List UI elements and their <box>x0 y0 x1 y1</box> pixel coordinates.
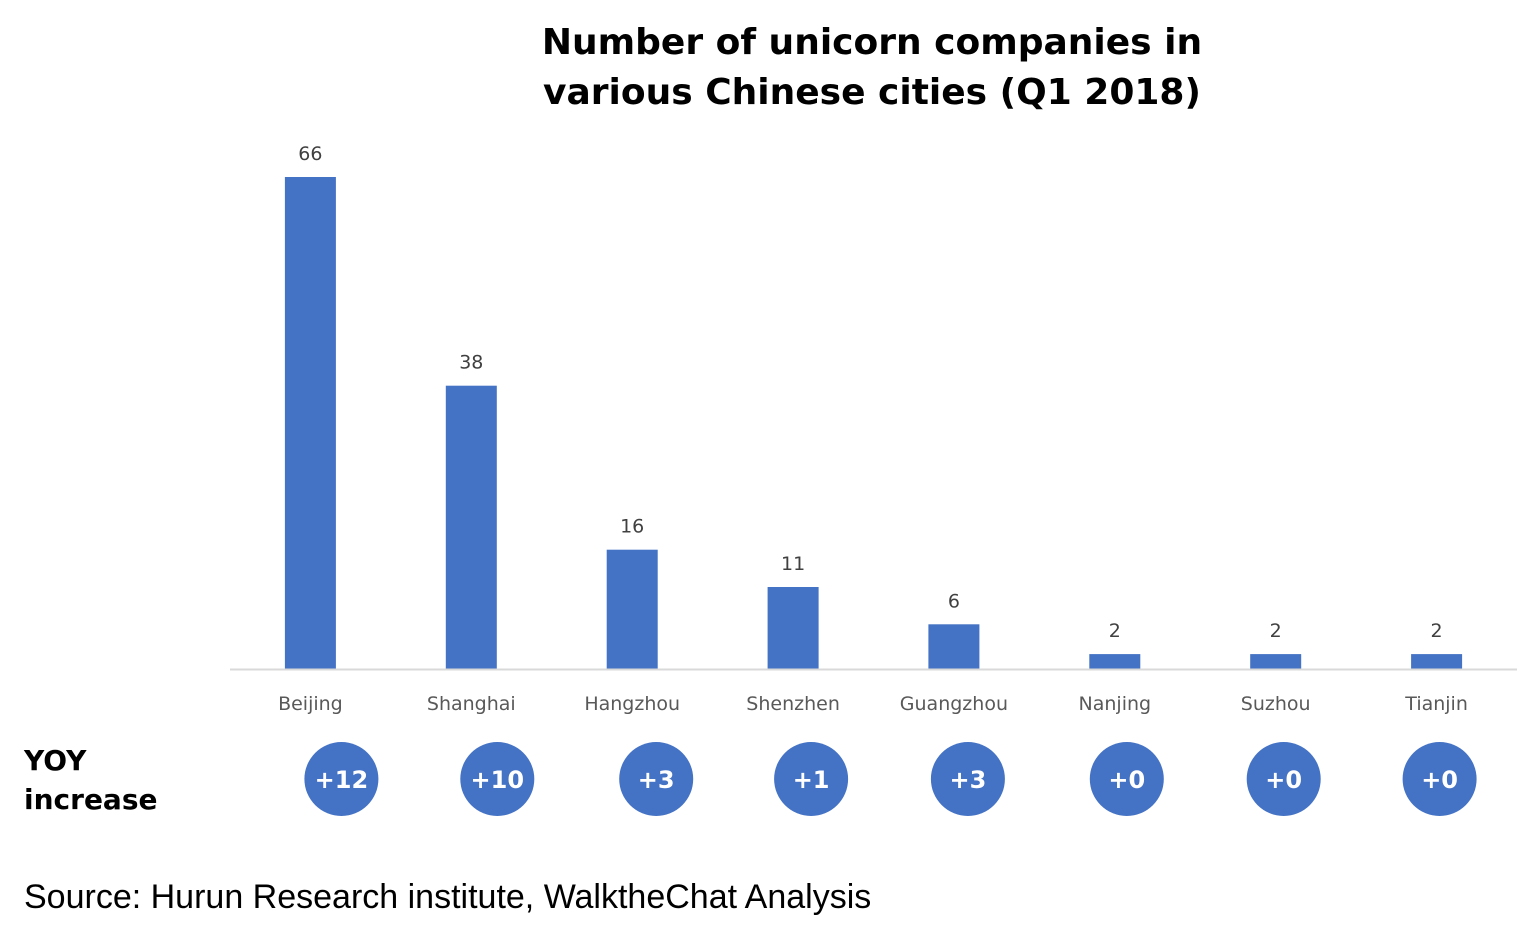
bar-tianjin <box>1411 654 1463 669</box>
yoy-badge-value-guangzhou: +3 <box>949 766 986 794</box>
yoy-label: YOY increase <box>23 744 157 816</box>
chart-title-line-1: Number of unicorn companies in <box>542 22 1202 63</box>
bar-guangzhou <box>928 624 980 669</box>
bar-shanghai <box>445 385 497 669</box>
bar-series <box>284 177 1463 669</box>
bar-hangzhou <box>606 549 658 669</box>
category-label-hangzhou: Hangzhou <box>584 693 680 715</box>
yoy-badge-nanjing <box>1089 742 1164 816</box>
yoy-badge-value-suzhou: +0 <box>1265 766 1302 794</box>
bar-shenzhen <box>767 587 819 669</box>
yoy-badge-value-hangzhou: +3 <box>638 766 675 794</box>
category-label-shanghai: Shanghai <box>427 693 516 715</box>
category-label-nanjing: Nanjing <box>1079 693 1152 715</box>
yoy-badge-shenzhen <box>774 742 849 816</box>
category-labels: Beijing Shanghai Hangzhou Shenzhen Guangzhou… <box>278 693 1468 715</box>
bar-suzhou <box>1250 654 1302 669</box>
value-label-shanghai: 38 <box>459 352 483 374</box>
category-label-suzhou: Suzhou <box>1241 693 1311 715</box>
yoy-badge-beijing <box>304 742 379 816</box>
category-label-tianjin: Tianjin <box>1404 693 1468 715</box>
yoy-badge-tianjin <box>1402 742 1477 816</box>
category-label-beijing: Beijing <box>278 693 343 715</box>
yoy-badge-value-tianjin: +0 <box>1421 766 1458 794</box>
value-label-suzhou: 2 <box>1270 620 1282 642</box>
value-label-tianjin: 2 <box>1431 620 1443 642</box>
yoy-label-line-1: YOY <box>23 744 87 777</box>
source-note: Source: Hurun Research institute, Walkth… <box>24 878 871 916</box>
category-label-shenzhen: Shenzhen <box>746 693 840 715</box>
value-labels: 66 38 16 11 6 2 2 2 <box>298 143 1442 642</box>
chart-title: Number of unicorn companies in various C… <box>542 22 1202 113</box>
value-label-nanjing: 2 <box>1109 620 1121 642</box>
bar-nanjing <box>1089 654 1141 669</box>
value-label-guangzhou: 6 <box>948 590 960 612</box>
chart-title-line-2: various Chinese cities (Q1 2018) <box>543 72 1201 113</box>
value-label-hangzhou: 16 <box>620 516 644 538</box>
yoy-badge-value-shanghai: +10 <box>471 766 525 794</box>
yoy-badge-shanghai <box>460 742 535 816</box>
value-label-shenzhen: 11 <box>781 553 805 575</box>
yoy-badge-guangzhou <box>930 742 1005 816</box>
value-label-beijing: 66 <box>298 143 322 165</box>
yoy-badge-hangzhou <box>619 742 694 816</box>
yoy-badge-suzhou <box>1246 742 1321 816</box>
yoy-badge-value-shenzhen: +1 <box>793 766 830 794</box>
category-label-guangzhou: Guangzhou <box>900 693 1008 715</box>
yoy-badge-value-nanjing: +0 <box>1108 766 1145 794</box>
bar-beijing <box>284 177 336 669</box>
yoy-label-line-2: increase <box>24 783 157 816</box>
yoy-badge-value-beijing: +12 <box>315 766 369 794</box>
yoy-badges: +12 +10 +3 +1 +3 +0 +0 +0 <box>304 742 1477 816</box>
